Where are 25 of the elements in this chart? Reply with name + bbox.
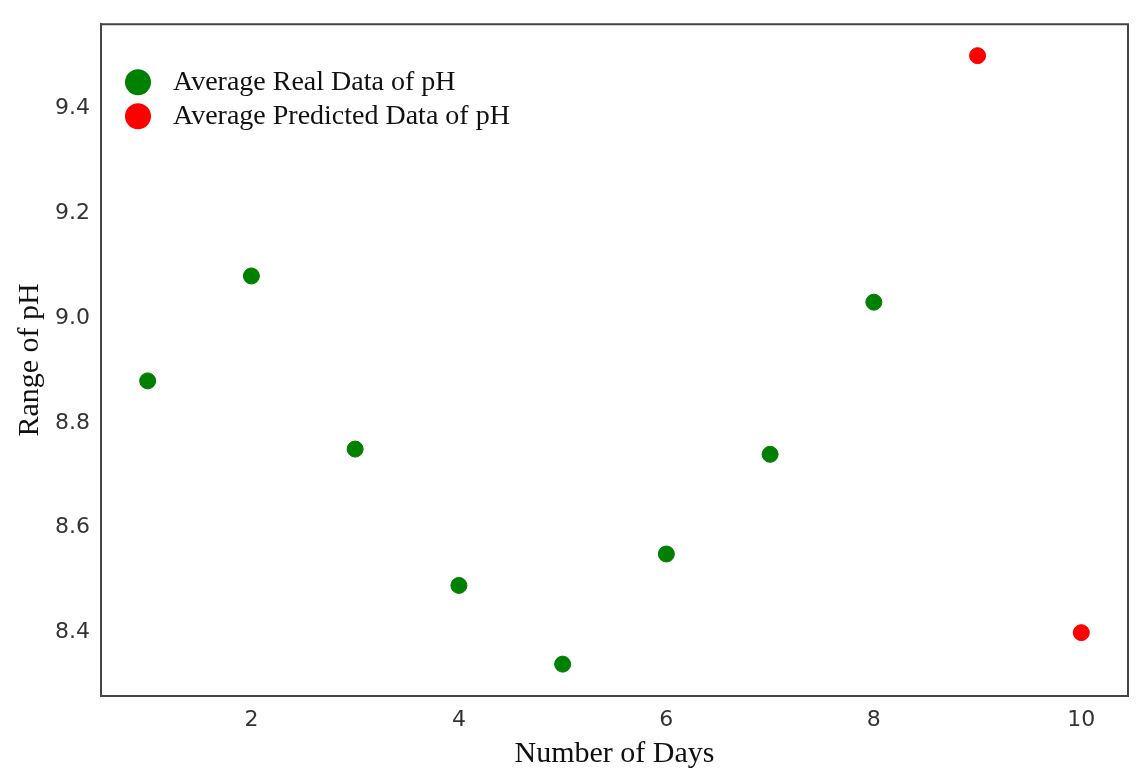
x-axis-title: Number of Days: [514, 734, 715, 768]
legend-label: Average Predicted Data of pH: [172, 98, 510, 130]
y-axis-title: Range of pH: [10, 283, 44, 437]
x-tick-label: 8: [866, 705, 881, 731]
point: [761, 445, 779, 463]
point: [450, 576, 468, 594]
point: [554, 655, 572, 673]
x-tick-label: 6: [659, 705, 674, 731]
x-tick-label: 2: [244, 705, 259, 731]
point: [969, 47, 987, 65]
point: [657, 545, 675, 563]
x-tick-label: 10: [1067, 705, 1096, 731]
point: [346, 440, 364, 458]
point: [139, 372, 157, 390]
point: [865, 293, 883, 311]
y-tick-label: 9.0: [54, 303, 90, 329]
legend-label: Average Real Data of pH: [172, 64, 456, 96]
y-tick-label: 9.2: [54, 198, 90, 224]
x-tick-label: 4: [451, 705, 466, 731]
y-tick-label: 8.8: [54, 408, 90, 434]
point: [1072, 624, 1090, 642]
point: [242, 267, 260, 285]
y-tick-label: 8.4: [54, 618, 90, 644]
y-tick-label: 8.6: [54, 513, 90, 539]
y-tick-label: 9.4: [54, 93, 90, 119]
